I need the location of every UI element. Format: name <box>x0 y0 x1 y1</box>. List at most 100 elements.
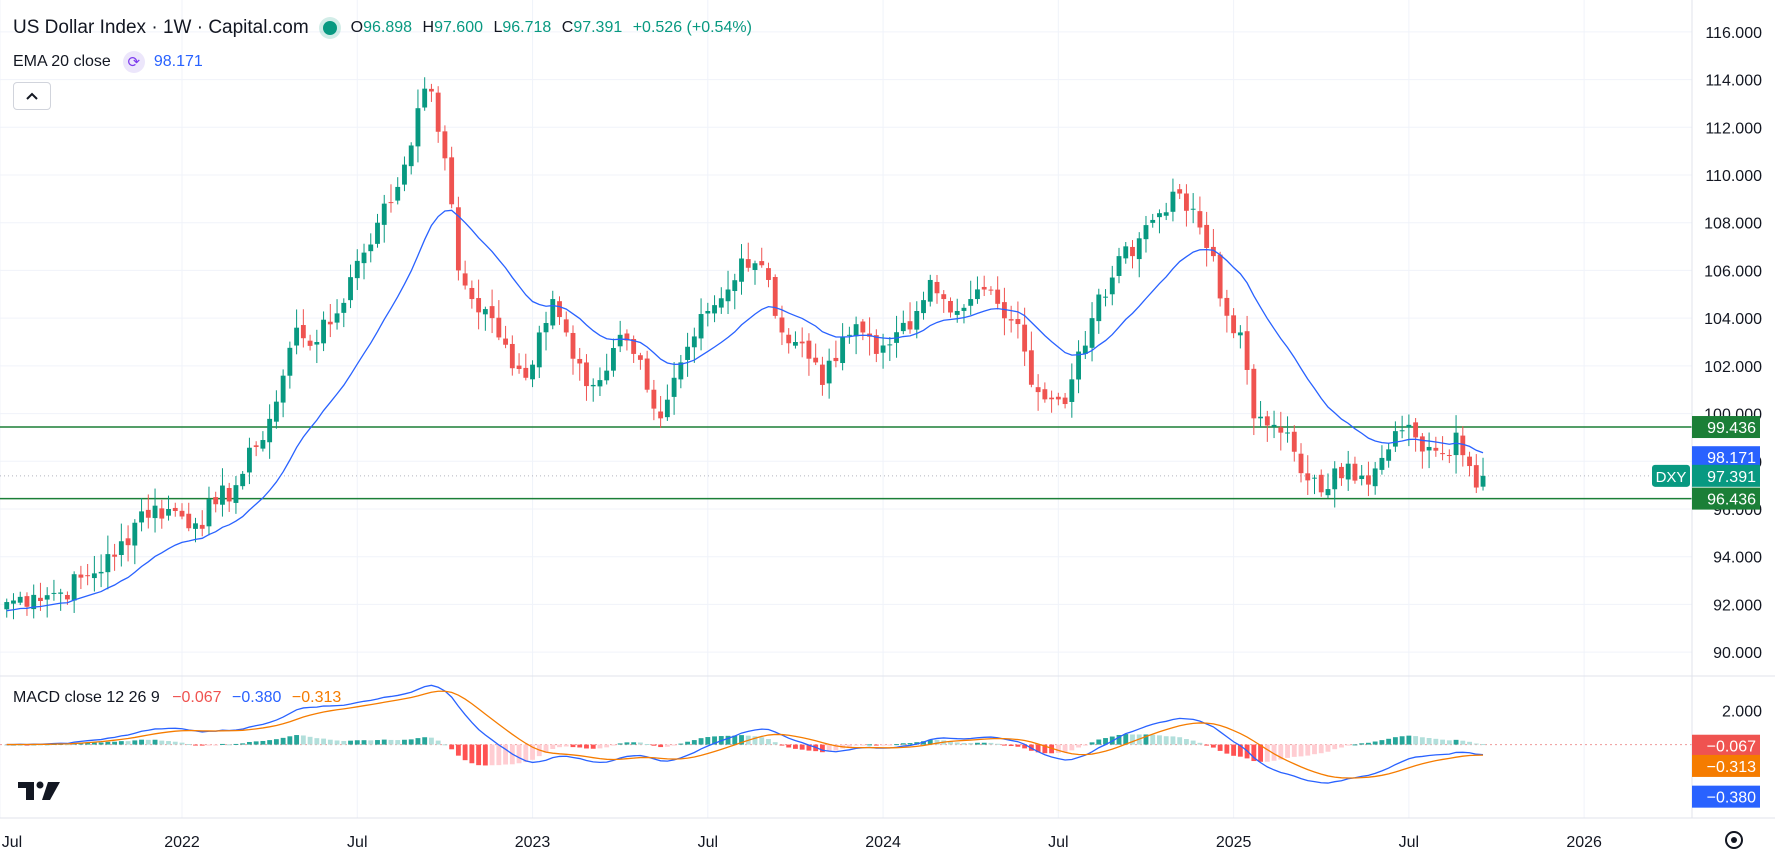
macd-histogram-bar <box>1271 744 1277 761</box>
candle-body <box>1136 238 1142 260</box>
candle-body <box>159 508 165 519</box>
candle-body <box>455 207 461 271</box>
macd-histogram-bar <box>766 739 771 745</box>
candle-body <box>105 554 111 573</box>
macd-histogram-bar <box>422 737 428 745</box>
candle-body <box>1460 435 1466 456</box>
macd-histogram-bar <box>220 743 225 745</box>
macd-histogram-bar <box>880 744 886 746</box>
candle-body <box>1190 208 1196 210</box>
candle-body <box>530 364 535 380</box>
candle-body <box>658 411 664 419</box>
candle-body <box>1183 193 1189 211</box>
macd-histogram-bar <box>213 744 219 746</box>
macd-histogram-bar <box>806 744 812 751</box>
candle-body <box>388 202 394 204</box>
macd-histogram-bar <box>1096 739 1102 745</box>
candles <box>4 77 1486 620</box>
candle-body <box>1419 436 1425 452</box>
candle-body <box>927 279 933 302</box>
change-value: +0.526 (+0.54%) <box>632 19 752 36</box>
macd-histogram-bar <box>402 739 407 745</box>
macd-histogram-bar <box>186 743 192 745</box>
macd-histogram-bar <box>1076 744 1081 748</box>
macd-histogram-bar <box>961 742 967 745</box>
candle-body <box>1285 432 1290 434</box>
horizontal-levels[interactable] <box>0 426 1692 500</box>
macd-histogram-bar <box>1130 734 1135 745</box>
price-tick-label: 116.000 <box>1705 25 1762 42</box>
candle-body <box>934 281 940 294</box>
gear-center <box>1731 837 1737 843</box>
candle-body <box>1170 191 1176 212</box>
collapse-legend-button[interactable] <box>13 82 51 110</box>
macd-histogram-bar <box>1339 744 1344 748</box>
candle-body <box>1082 345 1088 354</box>
candle-body <box>509 343 515 369</box>
macd-histogram-bar <box>651 744 657 746</box>
price-tick-label: 102.000 <box>1704 359 1762 376</box>
candle-body <box>482 309 488 315</box>
macd-histogram-bar <box>779 744 785 746</box>
candle-body <box>112 554 118 557</box>
macd-histogram-bar <box>273 739 279 745</box>
candle-body <box>1278 427 1284 433</box>
candle-body <box>880 345 886 353</box>
macd-histogram-bar <box>199 744 205 746</box>
candle-body <box>428 88 434 92</box>
macd-histogram-bar <box>368 740 374 745</box>
macd-histogram-bar <box>139 739 144 745</box>
candle-body <box>1042 389 1048 400</box>
candle-body <box>240 473 246 487</box>
macd-histogram-bar <box>1345 744 1351 746</box>
macd-legend[interactable]: MACD close 12 26 9 −0.067 −0.380 −0.313 <box>13 689 341 707</box>
macd-histogram-bar <box>327 739 333 745</box>
macd-histogram-bar <box>375 740 380 745</box>
open-label: O <box>350 19 364 36</box>
macd-signal-tag-bg <box>1692 754 1760 777</box>
tradingview-logo <box>18 781 60 800</box>
macd-histogram-bar <box>1264 744 1270 762</box>
candle-body <box>1022 324 1028 352</box>
macd-histogram-bar <box>604 744 610 748</box>
settings-gear-icon[interactable] <box>1725 831 1743 849</box>
ema20-line <box>6 209 1484 612</box>
macd-histogram-bar <box>1399 736 1405 745</box>
candle-body <box>78 574 84 578</box>
ema-line <box>6 209 1484 612</box>
candle-body <box>206 499 212 527</box>
sync-icon[interactable]: ⟳ <box>122 51 145 73</box>
symbol-title[interactable]: US Dollar Index · 1W · Capital.com <box>13 17 309 38</box>
macd-histogram-bar <box>873 744 879 746</box>
candle-body <box>220 485 225 505</box>
candle-body <box>287 347 293 376</box>
candle-body <box>1440 453 1446 455</box>
time-tick-label: Jul <box>698 834 718 851</box>
macd-histogram-bar <box>1177 737 1183 745</box>
candle-body <box>294 327 300 346</box>
ema-legend[interactable]: EMA 20 close ⟳ 98.171 <box>13 51 203 73</box>
macd-histogram-bar <box>826 744 832 752</box>
macd-histogram-bar <box>617 743 623 745</box>
macd-histogram-bar <box>1325 744 1331 752</box>
macd-histogram-bar <box>1460 740 1466 745</box>
support-price-tag-bg <box>1692 487 1760 510</box>
candle-body <box>395 186 401 201</box>
candle-body <box>1089 318 1095 348</box>
candle-body <box>1237 332 1243 336</box>
macd-histogram-bar <box>1082 744 1088 746</box>
macd-histogram-bar <box>759 737 765 745</box>
candle-body <box>651 389 657 409</box>
macd-histogram-bar <box>1022 744 1028 749</box>
macd-histogram-bar <box>968 743 974 745</box>
ema-price-tag: 98.171 <box>1707 450 1756 467</box>
macd-histogram-bar <box>1089 742 1095 745</box>
macd-histogram-bar <box>1170 736 1176 745</box>
macd-histogram-bar <box>233 743 239 745</box>
candle-body <box>213 497 219 505</box>
candle-body <box>846 334 852 336</box>
candle-body <box>725 289 731 302</box>
candle-body <box>590 384 596 387</box>
